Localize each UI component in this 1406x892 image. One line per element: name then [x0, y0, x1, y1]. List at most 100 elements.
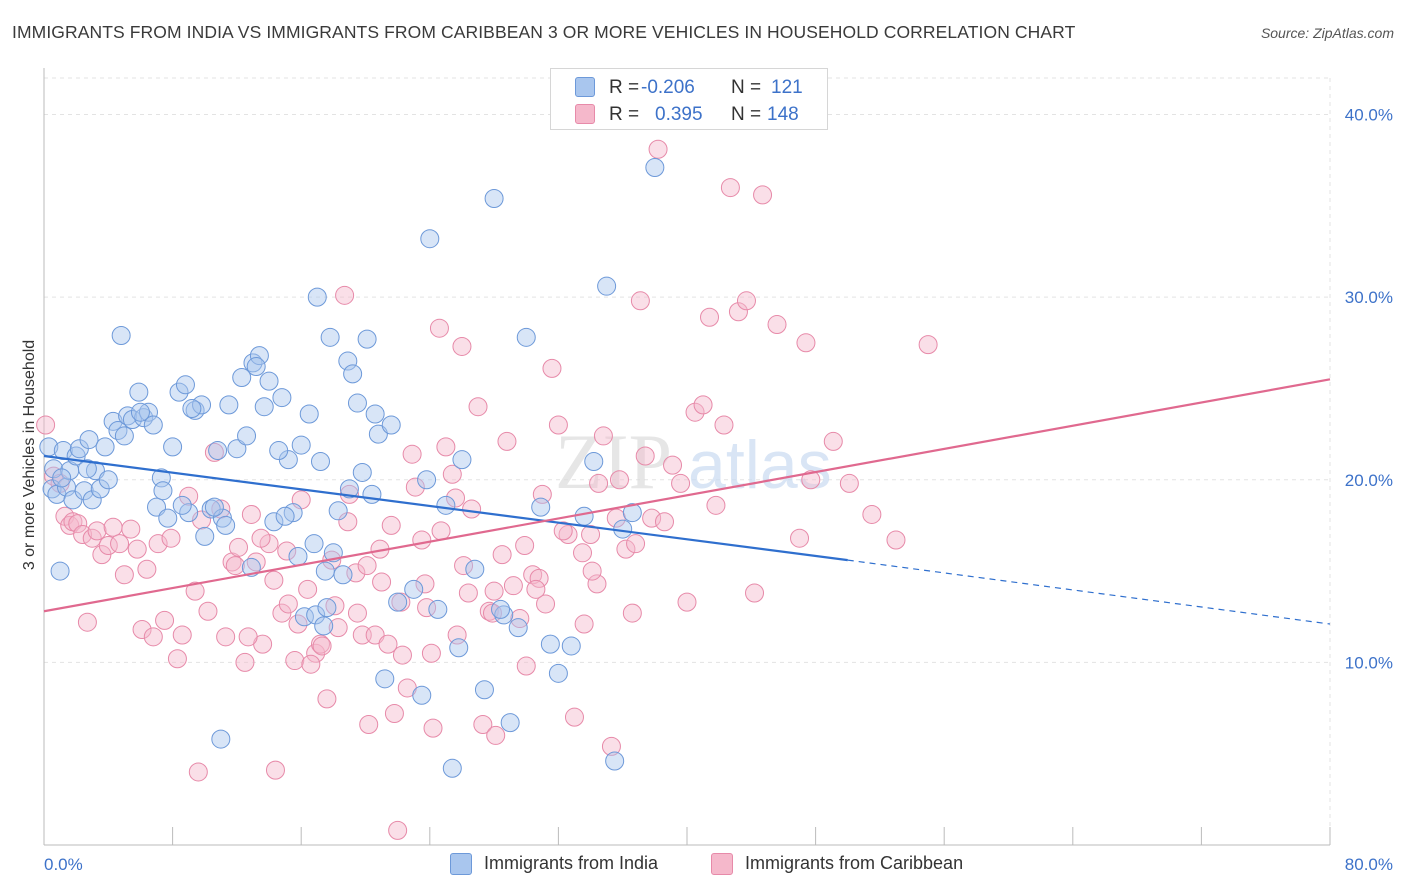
caribbean-point — [446, 488, 466, 508]
india-point — [275, 506, 295, 526]
india-point — [175, 375, 195, 395]
india-point — [315, 561, 335, 581]
caribbean-point — [301, 654, 321, 674]
caribbean-point — [442, 464, 462, 484]
caribbean-point — [630, 291, 650, 311]
india-point — [52, 468, 72, 488]
caribbean-point — [536, 594, 556, 614]
india-point — [192, 395, 212, 415]
caribbean-point — [328, 618, 348, 638]
caribbean-point — [225, 556, 245, 576]
india-point — [232, 367, 252, 387]
caribbean-point — [622, 603, 642, 623]
india-point — [153, 481, 173, 501]
caribbean-swatch — [711, 853, 733, 875]
grid-lines — [44, 77, 1331, 845]
caribbean-point — [587, 574, 607, 594]
india-point — [412, 685, 432, 705]
caribbean-point — [188, 762, 208, 782]
caribbean-point — [767, 315, 787, 335]
india-point — [158, 508, 178, 528]
caribbean-point — [73, 525, 93, 545]
caribbean-point — [642, 508, 662, 528]
india-point — [310, 452, 330, 471]
india-point — [111, 325, 131, 345]
caribbean-point — [325, 596, 345, 616]
caribbean-point — [264, 570, 284, 590]
india-swatch — [575, 77, 595, 97]
india-point — [500, 713, 520, 733]
caribbean-point — [918, 335, 938, 355]
source-label: Source: ZipAtlas.com — [1260, 25, 1394, 41]
caribbean-point — [582, 561, 602, 581]
caribbean-point — [392, 645, 412, 665]
caribbean-point — [372, 572, 392, 592]
caribbean-point — [161, 528, 181, 548]
caribbean-point — [278, 594, 298, 614]
caribbean-point — [216, 627, 236, 647]
caribbean-point — [553, 521, 573, 541]
caribbean-point — [306, 643, 326, 663]
caribbean-point — [317, 689, 337, 709]
caribbean-point — [87, 521, 107, 541]
caribbean-point — [436, 437, 456, 457]
india-point — [208, 441, 228, 461]
caribbean-trend-line — [43, 378, 1331, 613]
caribbean-point — [277, 541, 297, 561]
r-label: R = — [609, 77, 640, 98]
caribbean-point — [693, 395, 713, 415]
caribbean-point — [601, 736, 621, 756]
caribbean-point — [714, 415, 734, 435]
n-label: N = — [731, 77, 762, 98]
caribbean-point — [365, 625, 385, 645]
india-point — [216, 515, 236, 535]
india-point — [77, 459, 97, 479]
india-point — [98, 470, 118, 490]
caribbean-point — [548, 415, 568, 435]
caribbean-r-value: 0.395 — [655, 104, 703, 125]
india-point — [95, 437, 115, 457]
watermark-zip: ZIP — [555, 418, 672, 505]
y-tick-label: 40.0% — [1345, 106, 1393, 125]
india-point — [243, 353, 263, 373]
caribbean-point — [68, 514, 88, 534]
caribbean-point — [654, 512, 674, 532]
trend-lines — [43, 378, 1331, 625]
caribbean-point — [132, 620, 152, 640]
caribbean-point — [235, 652, 255, 672]
india-points — [39, 157, 665, 778]
india-point — [299, 404, 319, 424]
caribbean-point — [378, 634, 398, 654]
caribbean-point — [700, 307, 720, 327]
india-point — [343, 364, 363, 384]
caribbean-point — [412, 530, 432, 550]
india-point — [381, 415, 401, 435]
india-point — [645, 157, 665, 177]
india-point — [304, 534, 324, 554]
series-legend: Immigrants from India Immigrants from Ca… — [0, 853, 1406, 877]
india-point — [272, 388, 292, 408]
caribbean-point — [185, 581, 205, 601]
caribbean-point — [241, 504, 261, 524]
india-point — [50, 561, 70, 581]
india-point — [306, 605, 326, 625]
india-point — [195, 526, 215, 546]
caribbean-point — [609, 470, 629, 490]
india-point — [449, 638, 469, 658]
india-point — [143, 415, 163, 435]
india-point — [491, 599, 511, 619]
india-point — [169, 382, 189, 402]
caribbean-point — [423, 718, 443, 738]
india-trend-extension — [847, 559, 1331, 625]
india-point — [362, 484, 382, 504]
caribbean-point — [677, 592, 697, 612]
caribbean-point — [402, 444, 422, 464]
caribbean-point — [473, 714, 493, 734]
caribbean-points — [36, 139, 938, 840]
caribbean-point — [415, 574, 435, 594]
caribbean-point — [431, 521, 451, 541]
india-point — [436, 495, 456, 515]
india-point — [605, 751, 625, 771]
caribbean-point — [526, 579, 546, 599]
